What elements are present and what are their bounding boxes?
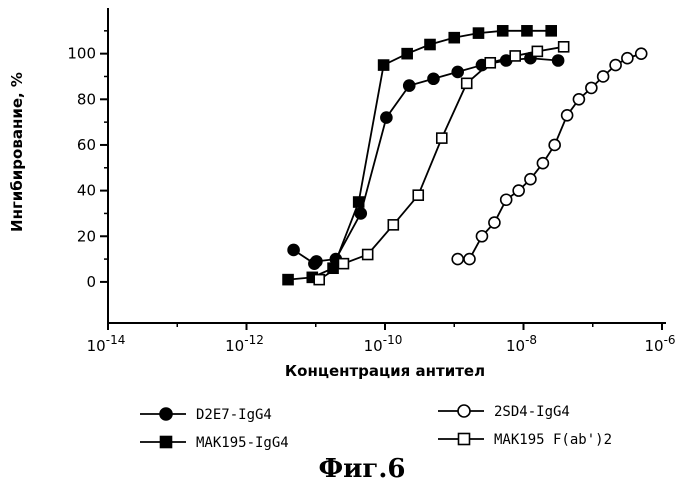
x-tick-label: 10-8	[506, 333, 537, 355]
data-point	[283, 275, 293, 285]
legend-label: D2E7-IgG4	[196, 407, 272, 423]
data-point	[489, 217, 500, 228]
data-point	[622, 53, 633, 64]
data-point	[449, 33, 459, 43]
data-point	[485, 58, 495, 68]
series-line	[294, 58, 559, 263]
data-point	[311, 256, 322, 267]
data-point	[598, 71, 609, 82]
legend-label: 2SD4-IgG4	[494, 404, 570, 420]
data-point	[413, 190, 423, 200]
legend-marker	[160, 408, 172, 420]
data-point	[510, 51, 520, 61]
legend-marker	[458, 405, 470, 417]
legend-marker	[459, 434, 470, 445]
series-line	[288, 31, 551, 280]
data-point	[562, 110, 573, 121]
data-point	[586, 82, 597, 93]
series-2sd4-igg4	[452, 48, 647, 264]
data-point	[355, 208, 366, 219]
data-point	[314, 275, 324, 285]
data-point	[525, 174, 536, 185]
data-point	[354, 197, 364, 207]
data-point	[498, 26, 508, 36]
data-point	[462, 78, 472, 88]
data-point	[559, 42, 569, 52]
data-point	[338, 259, 348, 269]
data-point	[501, 194, 512, 205]
legend-item: MAK195-IgG4	[140, 435, 289, 451]
data-point	[532, 46, 542, 56]
y-tick-label: 40	[77, 182, 96, 200]
data-point	[546, 26, 556, 36]
data-point	[388, 220, 398, 230]
data-point	[636, 48, 647, 59]
legend-marker	[161, 437, 172, 448]
series-line	[319, 47, 563, 280]
data-point	[404, 80, 415, 91]
data-point	[476, 231, 487, 242]
x-tick-label: 10-10	[364, 333, 403, 355]
legend: D2E7-IgG4 MAK195-IgG4 2SD4-IgG4 MAK195 F(ab…	[140, 404, 612, 451]
data-point	[379, 60, 389, 70]
y-tick-label: 60	[77, 136, 96, 154]
y-tick-label: 20	[77, 227, 96, 245]
data-point	[549, 139, 560, 150]
x-tick-label: 10-14	[87, 333, 126, 355]
series-line	[458, 54, 642, 259]
figure-caption: Фиг.6	[318, 454, 405, 484]
x-tick-label: 10-12	[225, 333, 264, 355]
y-tick-label: 0	[86, 273, 96, 291]
data-point	[425, 40, 435, 50]
data-point	[428, 73, 439, 84]
series-layer	[283, 26, 647, 285]
ticks: 0 20 40 60 80 100 10-14 10-12 10-10 10-8 10-6	[67, 31, 675, 355]
legend-item: 2SD4-IgG4	[438, 404, 570, 420]
data-point	[363, 250, 373, 260]
data-point	[573, 94, 584, 105]
series-d2e7-igg4	[288, 53, 564, 269]
legend-item: MAK195 F(ab')2	[438, 432, 612, 448]
data-point	[553, 55, 564, 66]
data-point	[288, 244, 299, 255]
legend-label: MAK195-IgG4	[196, 435, 289, 451]
data-point	[381, 112, 392, 123]
y-axis-title: Ингибирование, %	[8, 72, 26, 232]
data-point	[464, 254, 475, 265]
data-point	[522, 26, 532, 36]
data-point	[452, 254, 463, 265]
x-tick-label: 10-6	[644, 333, 675, 355]
series-mak195-igg4	[283, 26, 556, 285]
series-mak195-f-ab-2	[314, 42, 568, 285]
chart: 0 20 40 60 80 100 10-14 10-12 10-10 10-8 10-6 Конц…	[0, 0, 700, 496]
x-axis-title: Концентрация антител	[285, 362, 485, 380]
data-point	[610, 60, 621, 71]
y-tick-label: 80	[77, 90, 96, 108]
y-tick-label: 100	[67, 45, 96, 63]
legend-label: MAK195 F(ab')2	[494, 432, 612, 448]
data-point	[402, 49, 412, 59]
data-point	[437, 133, 447, 143]
legend-item: D2E7-IgG4	[140, 407, 272, 423]
data-point	[513, 185, 524, 196]
data-point	[452, 66, 463, 77]
data-point	[537, 158, 548, 169]
axes	[108, 8, 666, 323]
data-point	[473, 28, 483, 38]
